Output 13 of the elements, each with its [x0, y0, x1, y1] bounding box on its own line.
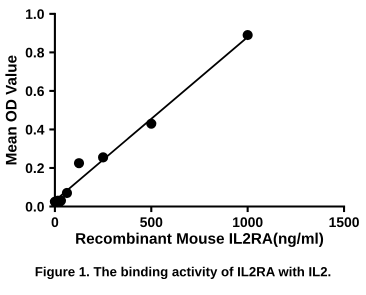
y-tick-label: 0.8	[26, 48, 44, 58]
x-axis-title: Recombinant Mouse IL2RA(ng/ml)	[76, 232, 324, 247]
y-tick-label: 0.0	[26, 202, 44, 212]
x-tick-label: 1500	[329, 217, 359, 228]
caption: Figure 1. The binding activity of IL2RA with IL2.	[36, 266, 330, 280]
x-tick-label: 1000	[233, 217, 263, 228]
y-tick-label: 0.2	[26, 163, 44, 174]
y-tick-label: 1.0	[26, 9, 44, 20]
y-tick-label: 0.6	[26, 86, 44, 96]
y-tick-label: 0.4	[26, 124, 44, 135]
x-tick-label: 0	[52, 217, 58, 228]
x-tick-label: 500	[140, 217, 162, 228]
y-axis-title: Mean OD Value	[5, 56, 17, 164]
